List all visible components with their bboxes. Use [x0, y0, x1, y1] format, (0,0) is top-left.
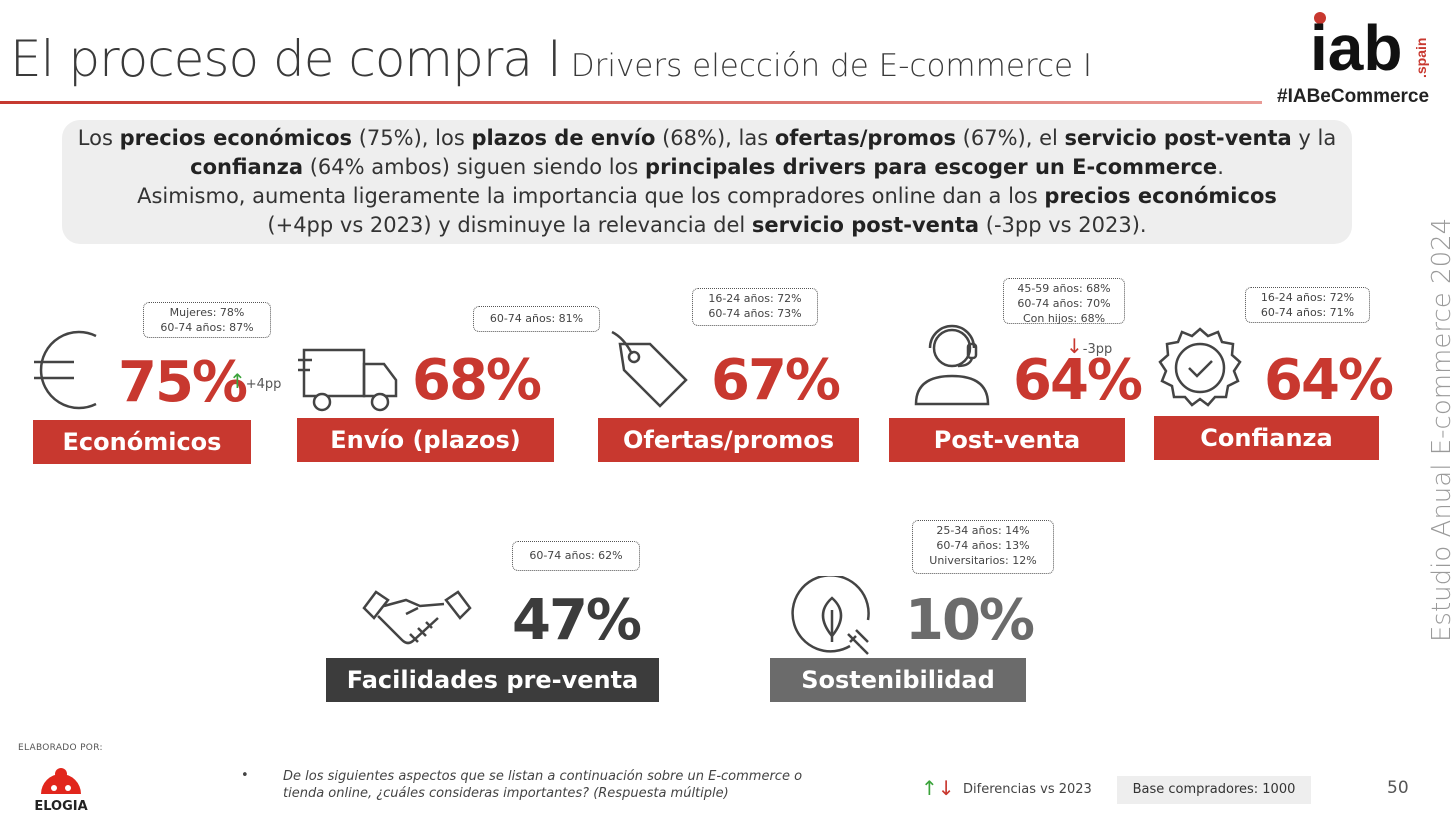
leaf-plug-icon — [790, 574, 876, 664]
elaborado-por: ELABORADO POR: — [18, 743, 103, 753]
pct-post-venta: 64% — [1013, 348, 1143, 413]
title-underline — [0, 101, 1262, 104]
title-subtitle: Drivers elección de E-commerce I — [570, 48, 1093, 84]
summary-line-1: Los precios económicos (75%), los plazos… — [77, 126, 1337, 150]
iab-spain-logo: iab .spain — [1310, 8, 1440, 86]
bubble-confianza: 16-24 años: 72% 60-74 años: 71% — [1245, 287, 1370, 323]
headset-icon — [912, 320, 992, 410]
label-pre-venta: Facilidades pre-venta — [326, 658, 659, 702]
survey-question: De los siguientes aspectos que se listan… — [283, 769, 803, 801]
label-envio: Envío (plazos) — [297, 418, 554, 462]
pct-sostenibilidad: 10% — [905, 588, 1035, 653]
bubble-post-venta: 45-59 años: 68% 60-74 años: 70% Con hijos:… — [1003, 278, 1125, 325]
bubble-envio: 60-74 años: 81% — [473, 306, 600, 332]
summary-box — [62, 120, 1352, 244]
summary-line-2: confianza (64% ambos) siguen siendo los … — [190, 155, 1224, 179]
svg-text:ELOGIA: ELOGIA — [34, 799, 87, 814]
label-post-venta: Post-venta — [889, 418, 1125, 462]
page-number: 50 — [1387, 778, 1409, 798]
bubble-ofertas: 16-24 años: 72% 60-74 años: 73% — [692, 288, 818, 326]
delta-post-venta: ↓-3pp — [1066, 334, 1113, 358]
page-title: El proceso de compra I Drivers elección d… — [10, 30, 1092, 88]
label-economicos: Económicos — [33, 420, 251, 464]
question-bullet: • — [241, 768, 249, 783]
svg-text:iab: iab — [1310, 12, 1402, 84]
summary-line-4: (+4pp vs 2023) y disminuye la relevancia… — [267, 213, 1147, 237]
side-study-title: Estudio Anual E-commerce 2024 — [1427, 217, 1456, 642]
summary-text: Los precios económicos (75%), los plazos… — [62, 124, 1352, 240]
label-sostenibilidad: Sostenibilidad — [770, 658, 1026, 702]
arrow-up-icon: ↑ — [229, 369, 246, 393]
pct-economicos: 75% — [118, 350, 248, 415]
pct-pre-venta: 47% — [512, 588, 642, 653]
price-tag-icon — [610, 330, 692, 416]
summary-line-3: Asimismo, aumenta ligeramente la importa… — [137, 184, 1277, 208]
arrow-down-icon: ↓ — [1066, 334, 1083, 358]
base-sample: Base compradores: 1000 — [1117, 776, 1311, 804]
euro-icon — [30, 326, 102, 418]
bubble-sostenibilidad: 25-34 años: 14% 60-74 años: 13% Universita… — [912, 520, 1054, 574]
bubble-economicos: Mujeres: 78% 60-74 años: 87% — [143, 302, 271, 338]
truck-icon — [298, 346, 400, 416]
handshake-icon — [362, 586, 472, 656]
elogia-logo: ELOGIA — [33, 764, 89, 818]
label-confianza: Confianza — [1154, 416, 1379, 460]
bubble-pre-venta: 60-74 años: 62% — [512, 541, 640, 571]
pct-confianza: 64% — [1264, 348, 1394, 413]
pct-envio: 68% — [412, 348, 542, 413]
label-ofertas: Ofertas/promos — [598, 418, 859, 462]
hashtag: #IABeCommerce — [1277, 86, 1430, 107]
title-main: El proceso de compra I — [10, 30, 562, 88]
badge-check-icon — [1158, 327, 1242, 415]
legend-differences: Diferencias vs 2023 — [963, 782, 1092, 797]
delta-economicos: ↑+4pp — [229, 369, 282, 393]
legend-arrows-icon: ↑↓ — [921, 776, 955, 800]
pct-ofertas: 67% — [711, 348, 841, 413]
svg-text:.spain: .spain — [1413, 38, 1429, 78]
